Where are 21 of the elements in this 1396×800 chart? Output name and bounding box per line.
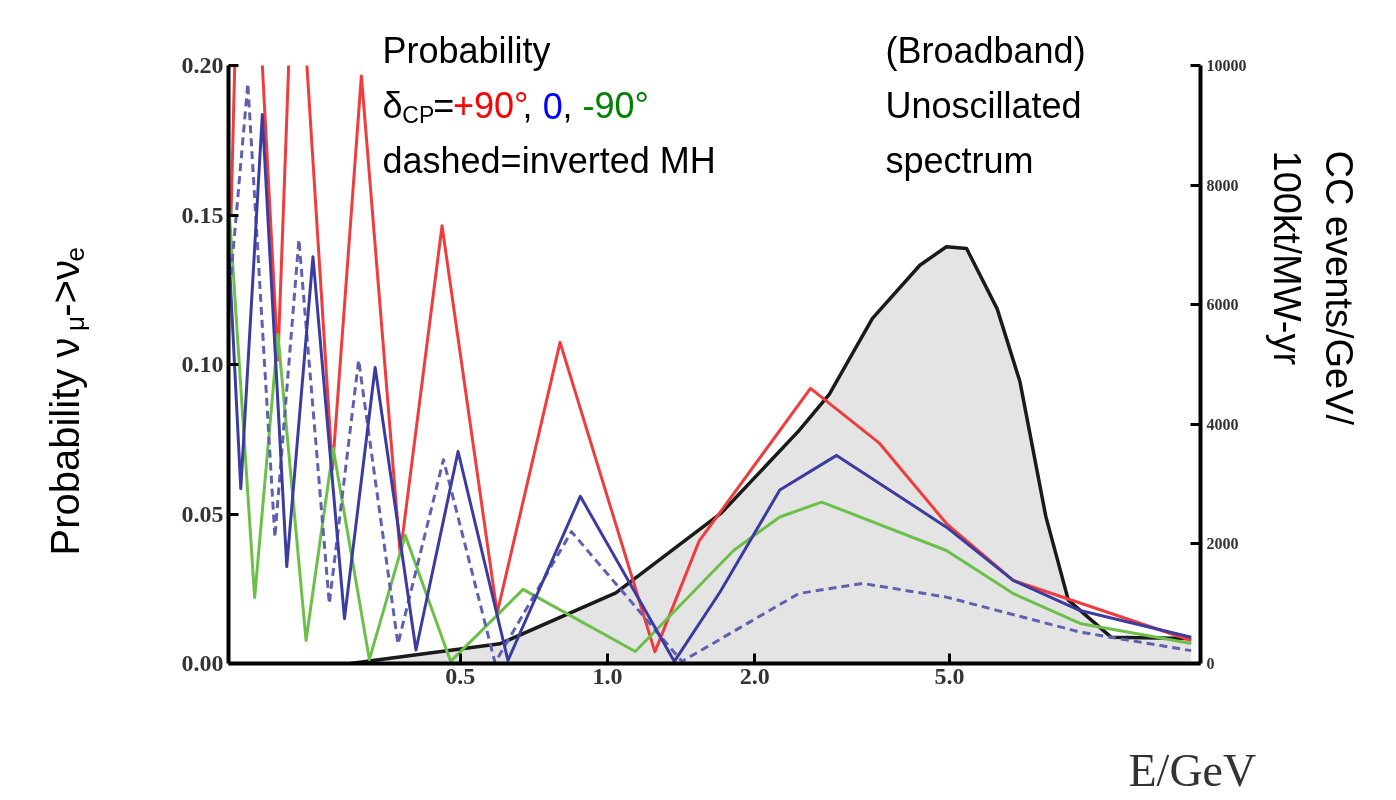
y-axis-title: Probability νμ->νe — [42, 247, 90, 556]
annotation: (Broadband) Unoscillated spectrum — [885, 30, 1086, 181]
y2-tick-label: 4000 — [1206, 415, 1239, 433]
y2-tick-label: 2000 — [1206, 535, 1239, 553]
x-tick-label: 5.0 — [934, 662, 965, 689]
y-tick-label: 0.00 — [181, 650, 224, 676]
y-tick-label: 0.10 — [181, 351, 224, 377]
x-tick-label: 1.0 — [592, 662, 623, 689]
annotation: dashed=inverted MH — [382, 140, 716, 181]
y2-tick-label: 0 — [1206, 655, 1215, 672]
x-tick-label: 2.0 — [739, 662, 770, 689]
y-tick-label: 0.05 — [181, 500, 224, 527]
x-axis-title: E/GeV — [1128, 745, 1257, 796]
y2-tick-label: 10000 — [1206, 57, 1247, 74]
x-tick-label: 0.5 — [445, 662, 476, 689]
y2-tick-label: 8000 — [1206, 176, 1239, 194]
y-tick-label: 0.15 — [181, 201, 224, 228]
y-tick-label: 0.20 — [181, 52, 224, 78]
y2-tick-label: 6000 — [1206, 296, 1239, 314]
y2-axis-title: CC events/GeV/ 100kt/MW-yr — [1265, 150, 1360, 426]
annotation: Probability — [382, 30, 551, 71]
